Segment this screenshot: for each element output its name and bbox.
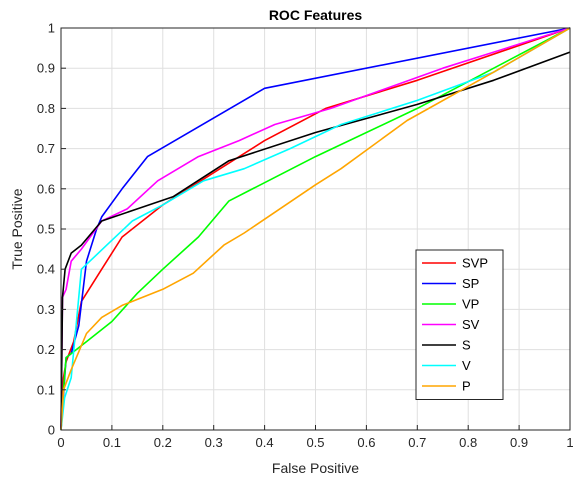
- y-tick-label: 0.3: [37, 302, 55, 317]
- x-tick-label: 0.8: [459, 435, 477, 450]
- x-tick-label: 0.2: [154, 435, 172, 450]
- series-group: [60, 27, 571, 431]
- legend-label: VP: [462, 297, 479, 312]
- legend-label: V: [462, 358, 471, 373]
- x-tick-label: 0.5: [306, 435, 324, 450]
- x-tick-label: 1: [566, 435, 573, 450]
- series-line-p: [60, 27, 571, 431]
- series-line-vp: [60, 27, 571, 431]
- series-line-sv: [60, 27, 571, 431]
- legend-label: SP: [462, 276, 479, 291]
- y-tick-label: 0.7: [37, 141, 55, 156]
- legend-label: S: [462, 338, 471, 353]
- series-line-v: [60, 27, 571, 431]
- y-axis-ticks: 0 0.1 0.2 0.3 0.4 0.5 0.6 0.7 0.8 0.9 1: [37, 21, 66, 438]
- y-tick-label: 0.1: [37, 382, 55, 397]
- x-axis-label: False Positive: [272, 460, 359, 476]
- y-tick-label: 0.9: [37, 61, 55, 76]
- x-tick-label: 0: [57, 435, 64, 450]
- x-tick-label: 0.6: [357, 435, 375, 450]
- y-tick-label: 1: [48, 21, 55, 36]
- legend-label: SVP: [462, 256, 488, 271]
- legend-label: P: [462, 379, 471, 394]
- x-tick-label: 0.9: [510, 435, 528, 450]
- x-tick-label: 0.7: [408, 435, 426, 450]
- x-tick-label: 0.3: [205, 435, 223, 450]
- y-tick-label: 0.5: [37, 222, 55, 237]
- y-tick-label: 0.6: [37, 181, 55, 196]
- x-axis-ticks: 0 0.1 0.2 0.3 0.4 0.5 0.6 0.7 0.8 0.9 1: [57, 425, 573, 450]
- x-tick-label: 0.1: [103, 435, 121, 450]
- y-tick-label: 0.4: [37, 262, 55, 277]
- y-tick-label: 0.8: [37, 101, 55, 116]
- y-tick-label: 0.2: [37, 342, 55, 357]
- y-tick-label: 0: [48, 423, 55, 438]
- legend-label: SV: [462, 317, 480, 332]
- y-axis-label: True Positive: [9, 188, 25, 269]
- chart-title: ROC Features: [269, 7, 363, 23]
- x-tick-label: 0.4: [256, 435, 274, 450]
